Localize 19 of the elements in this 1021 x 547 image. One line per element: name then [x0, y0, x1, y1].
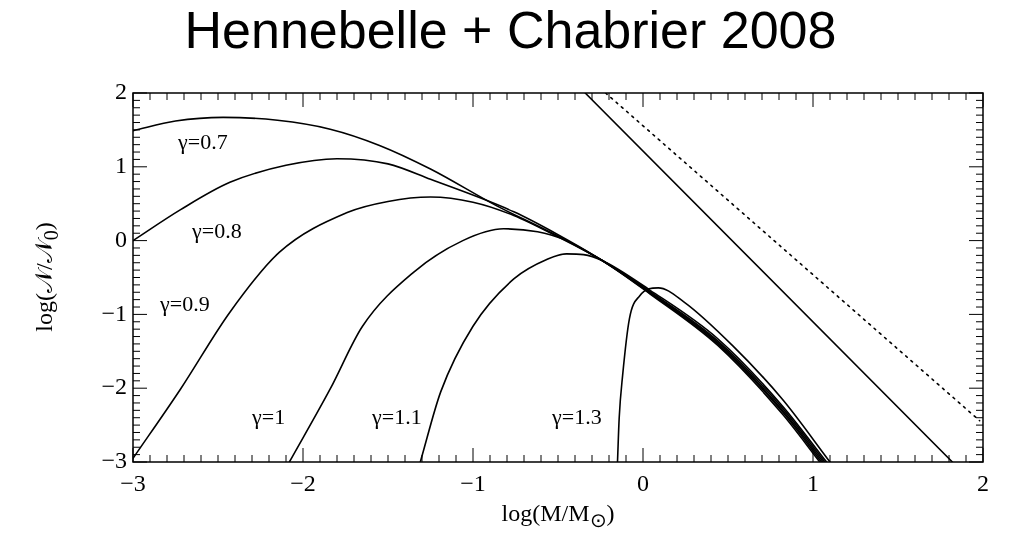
x-tick-label: 1 [807, 469, 819, 496]
y-tick-label: 0 [115, 225, 127, 252]
y-tick-label: −3 [101, 447, 127, 474]
chart-title: Hennebelle + Chabrier 2008 [183, 0, 838, 60]
y-tick-label: −2 [101, 373, 127, 400]
x-tick-label: 2 [977, 469, 989, 496]
y-tick-label: −1 [101, 299, 127, 326]
series-label: γ=1 [251, 403, 286, 429]
x-tick-label: −2 [290, 469, 316, 496]
series-label: γ=1.1 [371, 403, 422, 429]
series-label: γ=1.3 [551, 403, 602, 429]
series-label: γ=0.7 [177, 128, 228, 154]
series-label: γ=0.9 [159, 290, 210, 316]
y-tick-label: 2 [115, 78, 127, 105]
x-tick-label: 0 [637, 469, 649, 496]
y-tick-label: 1 [115, 152, 127, 179]
series-label: γ=0.8 [191, 217, 242, 243]
x-axis-title: log(M/M$_{⊙}$) [500, 500, 616, 532]
x-tick-label: −1 [460, 469, 486, 496]
